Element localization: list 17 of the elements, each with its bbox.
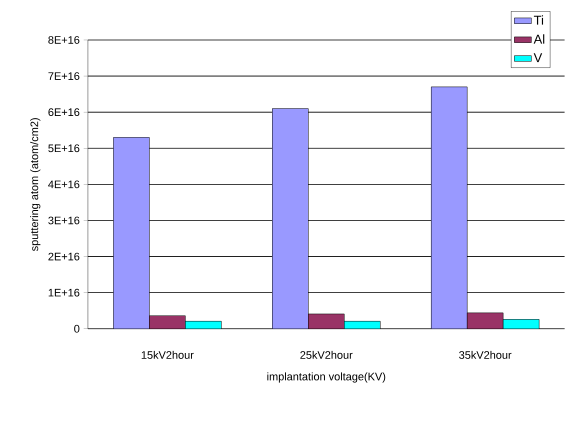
y-tick-label: 3E+16 xyxy=(48,216,80,224)
y-axis-title: sputtering atom (atom/cm2) xyxy=(30,118,40,252)
y-tick-label: 6E+16 xyxy=(48,108,80,116)
legend-label: V xyxy=(534,53,542,62)
legend-label: Al xyxy=(534,34,544,44)
y-tick-label: 0 xyxy=(74,325,80,333)
y-tick-label: 1E+16 xyxy=(48,288,80,297)
x-tick-label: 25kV2hour xyxy=(300,351,353,360)
y-tick-label: 2E+16 xyxy=(48,252,80,261)
y-tick-label: 4E+16 xyxy=(48,180,80,188)
y-tick-label: 7E+16 xyxy=(48,72,80,80)
x-tick-label: 35kV2hour xyxy=(459,351,512,360)
y-tick-label: 8E+16 xyxy=(48,36,80,44)
x-axis-title: implantation voltage(KV) xyxy=(267,372,386,383)
x-tick-label: 15kV2hour xyxy=(142,351,194,360)
y-tick-label: 5E+16 xyxy=(48,144,80,152)
legend-label: Ti xyxy=(534,15,544,25)
